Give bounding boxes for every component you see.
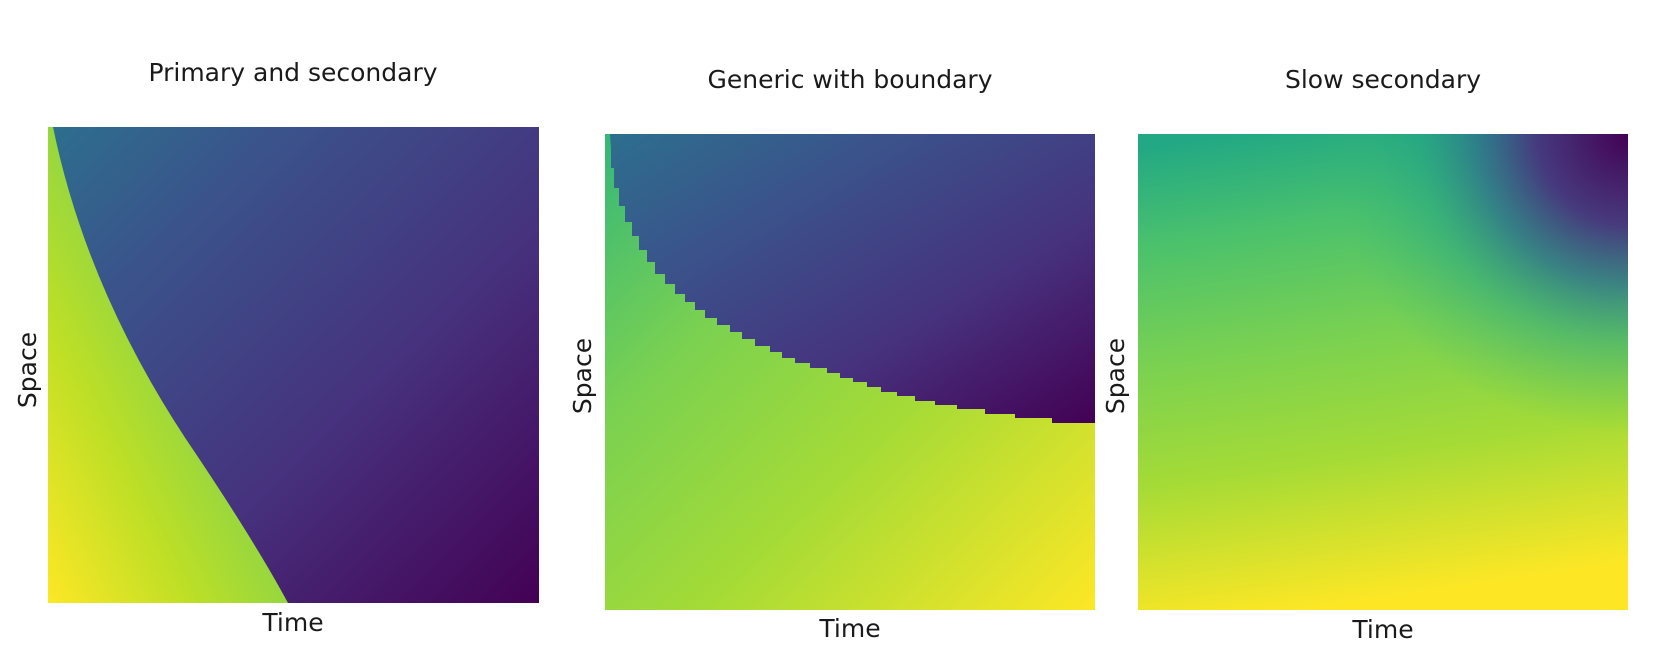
chart-3-title: Slow secondary xyxy=(1284,65,1482,94)
chart-1-title: Primary and secondary xyxy=(148,58,438,87)
chart-1-xlabel: Time xyxy=(262,608,324,637)
chart-2-xlabel: Time xyxy=(819,614,881,643)
chart-1-heatmap xyxy=(48,127,539,603)
chart-2-title: Generic with boundary xyxy=(707,65,993,94)
chart-3-ylabel: Space xyxy=(1101,337,1130,415)
chart-3-xlabel: Time xyxy=(1352,615,1414,644)
chart-1-ylabel: Space xyxy=(13,331,42,409)
chart-2-ylabel: Space xyxy=(568,337,597,415)
chart-3-region-corner xyxy=(1138,134,1628,610)
chart-2-heatmap xyxy=(605,134,1095,610)
chart-2-region-dark xyxy=(610,134,1095,423)
chart-1-region-light xyxy=(48,127,288,603)
chart-3-heatmap xyxy=(1138,134,1628,610)
